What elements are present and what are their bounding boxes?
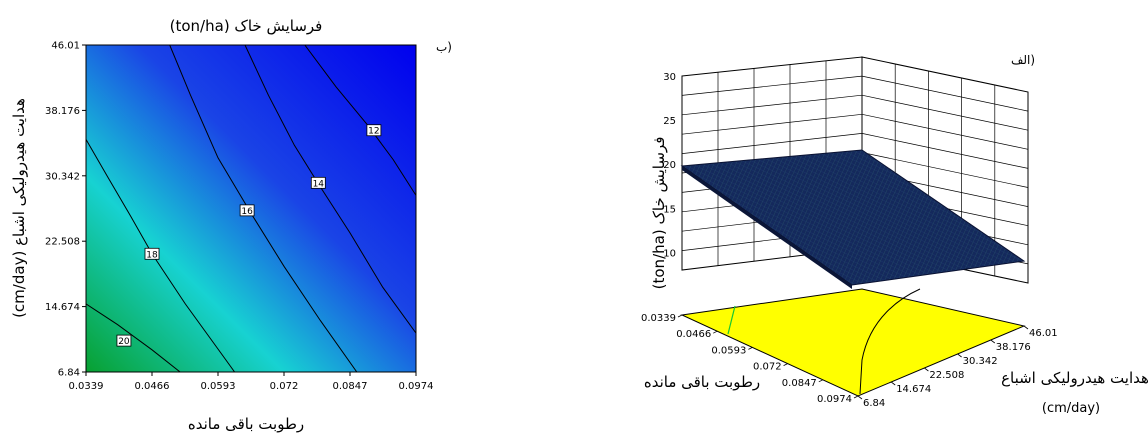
surface-x-tick-label: 0.0339 — [641, 313, 676, 324]
surface-x-tick-label: 0.0847 — [782, 378, 817, 389]
floor-contour-left — [727, 305, 736, 335]
surface-z-tick-label: 20 — [663, 160, 676, 171]
surface-y-tick-label: 14.674 — [896, 384, 931, 395]
contour-x-tick-label: 0.0847 — [333, 381, 368, 392]
contour-x-axis-label: رطوبت باقی مانده — [188, 415, 304, 433]
svg-text:12: 12 — [368, 127, 379, 137]
contour-y-tick-label: 6.84 — [58, 368, 80, 379]
svg-text:18: 18 — [146, 250, 158, 260]
contour-y-tick-label: 46.01 — [51, 41, 80, 52]
contour-y-axis-label: هدایت هیدرولیکی اشباع (cm/day) — [10, 98, 28, 318]
surface-y-tick-mark — [924, 367, 929, 372]
surface-x-tick-label: 0.0974 — [817, 394, 852, 405]
surface-y-tick-label: 22.508 — [929, 370, 964, 381]
surface-x-tick-mark — [713, 330, 718, 334]
contour-x-tick-label: 0.072 — [270, 381, 299, 392]
surface-z-tick-label: 10 — [663, 248, 676, 259]
surface-y-axis-label: هدایت هیدرولیکی اشباع — [1001, 369, 1148, 387]
surface-z-tick-label: 15 — [663, 204, 676, 215]
svg-text:20: 20 — [118, 337, 130, 347]
wall-grid-line — [861, 113, 1029, 150]
surface-y-tick-label: 30.342 — [963, 356, 998, 367]
surface-x-tick-label: 0.072 — [753, 362, 782, 373]
wall-grid-line — [681, 75, 863, 96]
svg-text:14: 14 — [313, 179, 325, 189]
wall-grid-line — [861, 133, 1029, 169]
contour-x-tick-label: 0.0466 — [135, 381, 170, 392]
surface-z-ticks: 10 15 20 25 30 — [663, 72, 676, 259]
wall-grid-line — [681, 94, 863, 116]
surface-z-tick-label: 30 — [663, 72, 676, 83]
contour-level-label: 18 — [144, 247, 160, 260]
surface-x-tick-label: 0.0593 — [711, 345, 746, 356]
surface-z-axis-label: فرسایش خاک (ton/ha) — [650, 137, 668, 290]
surface-y-tick-mark — [1023, 325, 1029, 330]
surface-x-tick-mark — [748, 347, 753, 350]
contour-y-tick-label: 38.176 — [45, 106, 80, 117]
surface-x-tick-mark — [783, 363, 788, 366]
surface-panel-label: (الف — [1011, 53, 1035, 67]
contour-x-ticks: 0.0339 0.0466 0.0593 0.072 0.0847 0.0974 — [69, 372, 434, 392]
surface-x-axis-label: رطوبت باقی مانده — [644, 373, 760, 391]
surface-y-ticks: 6.84 14.674 22.508 30.342 38.176 46.01 — [857, 325, 1058, 409]
contour-x-tick-label: 0.0339 — [69, 381, 104, 392]
contour-x-tick-label: 0.0593 — [201, 381, 236, 392]
surface-x-tick-mark — [677, 314, 683, 318]
contour-level-label: 14 — [310, 176, 326, 189]
surface-y-tick-mark — [957, 353, 962, 358]
surface-x-tick-label: 0.0466 — [676, 329, 711, 340]
contour-y-tick-label: 30.342 — [45, 171, 80, 182]
surface-y-tick-label: 46.01 — [1029, 328, 1058, 339]
contour-level-label: 16 — [239, 204, 255, 217]
contour-level-label: 20 — [116, 334, 132, 347]
surface-y-tick-mark — [990, 339, 996, 344]
surface-x-tick-mark — [818, 379, 823, 383]
contour-y-tick-label: 22.508 — [45, 237, 80, 248]
wall-grid-line — [681, 133, 863, 154]
contour-panel-label: (ب — [436, 40, 452, 54]
contour-title: فرسایش خاک (ton/ha) — [170, 17, 323, 35]
surface-z-tick-label: 25 — [663, 116, 676, 127]
surface-y-tick-mark — [857, 395, 863, 400]
surface-y-tick-label: 6.84 — [863, 398, 885, 409]
contour-y-tick-label: 14.674 — [45, 302, 80, 313]
svg-text:16: 16 — [241, 207, 253, 217]
surface-x-tick-mark — [853, 395, 859, 399]
surface-edge — [682, 166, 852, 289]
wall-grid-line — [861, 152, 1029, 188]
surface-y-axis-unit: (cm/day) — [1042, 401, 1100, 416]
contour-labels: 20 18 16 14 12 — [116, 124, 382, 347]
wall-grid-line — [861, 75, 1029, 112]
contour-line — [86, 303, 181, 372]
surface-y-tick-label: 38.176 — [996, 342, 1031, 353]
contour-chart: 20 18 16 14 12 0.0339 0.0466 0.0593 0.072 0.0847… — [10, 17, 452, 433]
surface-y-tick-mark — [890, 381, 896, 386]
contour-x-tick-label: 0.0974 — [399, 381, 434, 392]
wall-grid-line — [681, 113, 863, 135]
wall-grid-line — [861, 94, 1029, 131]
contour-y-ticks: 6.84 14.674 22.508 30.342 38.176 46.01 — [45, 41, 86, 379]
floor-contour-right — [859, 288, 921, 395]
contour-level-label: 12 — [366, 124, 382, 137]
